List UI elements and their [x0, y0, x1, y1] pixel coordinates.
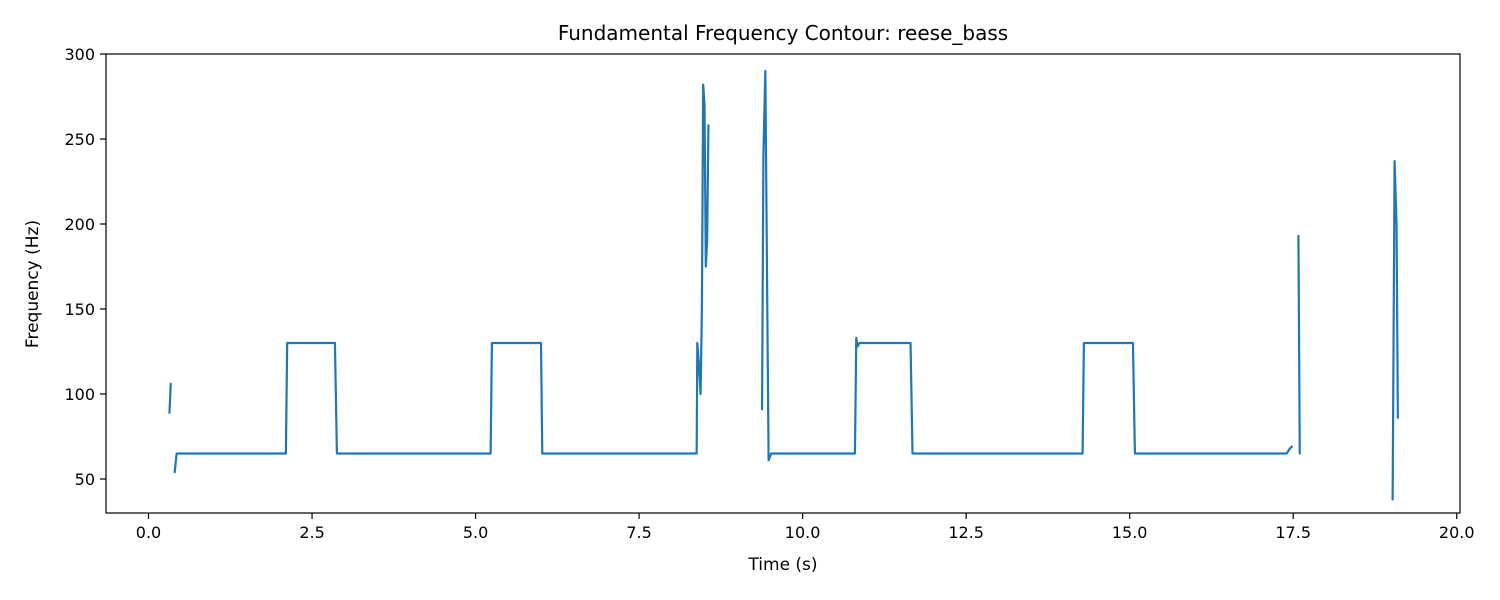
f0-contour-segment — [1391, 160, 1399, 501]
f0-contour-segment — [168, 382, 172, 414]
y-axis: 50 100 150 200 250 300 — [64, 45, 106, 489]
x-axis-label: Time (s) — [747, 555, 817, 575]
f0-contour-segment — [760, 69, 1293, 462]
x-tick-label: 0.0 — [136, 523, 161, 542]
y-tick-label: 300 — [64, 45, 95, 64]
x-tick-label: 17.5 — [1275, 523, 1311, 542]
x-tick-label: 15.0 — [1112, 523, 1148, 542]
y-tick-label: 200 — [64, 215, 95, 234]
y-axis-label: Frequency (Hz) — [23, 220, 43, 348]
y-tick-label: 150 — [64, 300, 95, 319]
x-tick-label: 20.0 — [1439, 523, 1475, 542]
plot-frame — [105, 53, 1461, 514]
x-axis: 0.0 2.5 5.0 7.5 10.0 12.5 15.0 17.5 20.0 — [136, 513, 1475, 542]
y-tick-label: 250 — [64, 130, 95, 149]
f0-contour-segment — [1297, 234, 1301, 455]
chart-title: Fundamental Frequency Contour: reese_bas… — [558, 21, 1008, 45]
x-tick-label: 12.5 — [948, 523, 984, 542]
x-tick-label: 5.0 — [463, 523, 488, 542]
y-tick-label: 100 — [64, 385, 95, 404]
x-tick-label: 7.5 — [626, 523, 651, 542]
x-tick-label: 10.0 — [785, 523, 821, 542]
f0-contour-segment — [173, 83, 710, 474]
y-tick-label: 50 — [75, 470, 95, 489]
x-tick-label: 2.5 — [299, 523, 324, 542]
data-layer — [168, 69, 1399, 501]
